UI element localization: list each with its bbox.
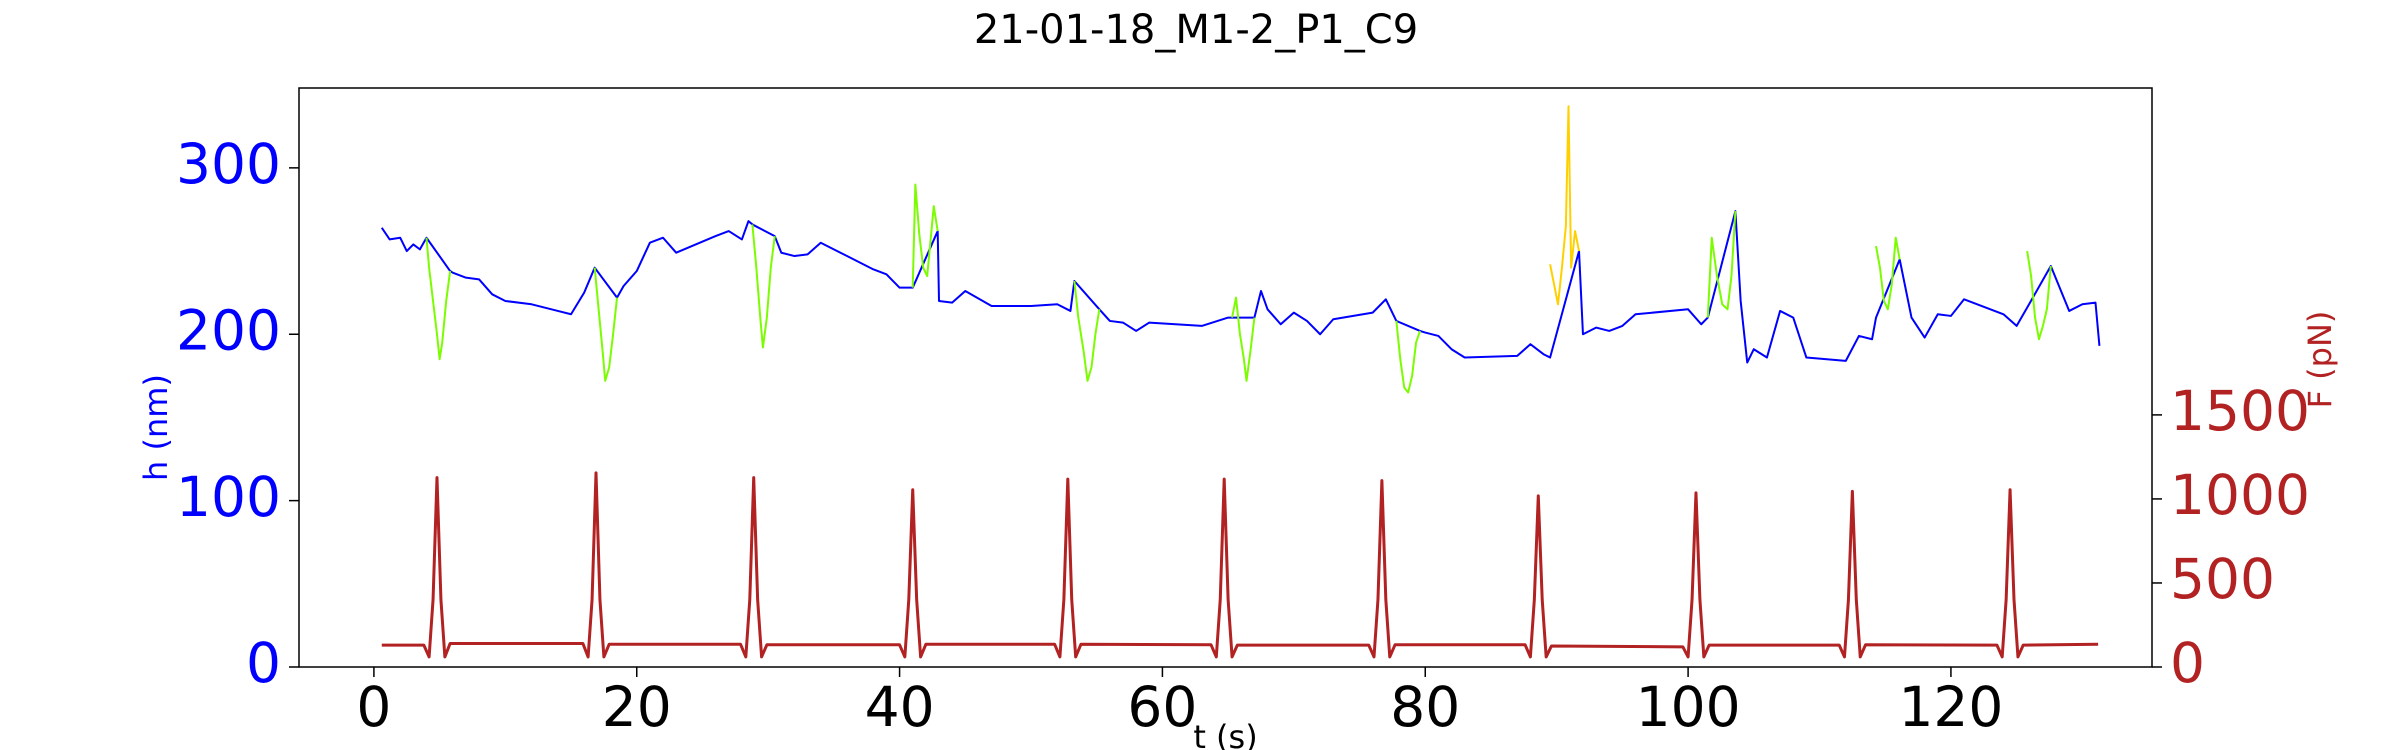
y2-axis-label: F (pN) (2301, 311, 2339, 409)
x-tick-label: 60 (1127, 675, 1197, 739)
x-tick-label: 80 (1390, 675, 1460, 739)
y-axis-label: h (nm) (137, 374, 175, 481)
x-tick-label: 0 (356, 675, 391, 739)
x-tick-label: 20 (602, 675, 672, 739)
series-line (1549, 105, 1581, 306)
series-line (425, 183, 2052, 394)
series-line (381, 471, 2099, 659)
y2-tick-label: 1000 (2170, 463, 2310, 527)
x-axis-label: t (s) (1193, 718, 1257, 750)
y2-tick-label: 0 (2170, 631, 2205, 695)
y-tick-label: 0 (246, 631, 281, 695)
x-tick-label: 40 (865, 675, 935, 739)
x-tick-label: 100 (1636, 675, 1741, 739)
y-tick-label: 300 (176, 132, 281, 196)
y-tick-label: 200 (176, 298, 281, 362)
plot-frame (298, 87, 2153, 668)
x-tick-label: 120 (1898, 675, 2003, 739)
y-tick-label: 100 (176, 465, 281, 529)
y2-tick-label: 1500 (2170, 379, 2310, 443)
y2-tick-label: 500 (2170, 547, 2275, 611)
chart-title: 21-01-18_M1-2_P1_C9 (974, 7, 1418, 53)
